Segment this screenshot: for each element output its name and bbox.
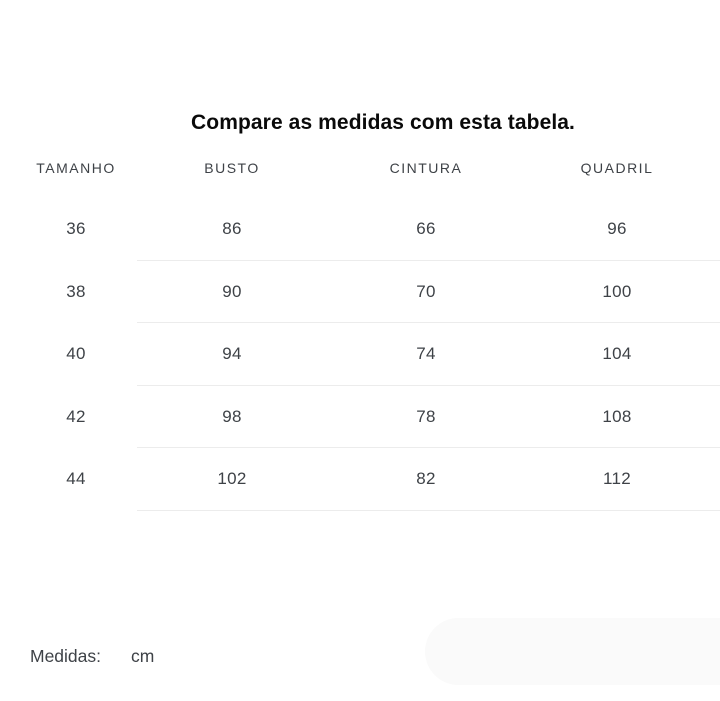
size-table-body: 36 86 66 96 38 90 70 100 40 94 74 104 42… [0,198,720,511]
cell-tamanho: 36 [66,219,86,239]
cell-cintura: 70 [416,281,436,301]
column-header-tamanho: TAMANHO [36,160,116,176]
cell-quadril: 108 [602,406,632,426]
cell-quadril: 104 [602,344,632,364]
cell-busto: 86 [222,219,242,239]
measure-label: Medidas: [30,646,102,666]
cell-cintura: 66 [416,219,436,239]
cell-quadril: 96 [607,219,627,239]
cell-cintura: 82 [416,469,436,489]
size-table-header: TAMANHO BUSTO CINTURA QUADRIL [0,158,720,178]
table-row: 38 90 70 100 [0,261,720,324]
cell-tamanho: 44 [66,469,86,489]
table-row: 36 86 66 96 [0,198,720,261]
column-header-cintura: CINTURA [389,160,463,176]
cell-busto: 102 [217,469,247,489]
cell-tamanho: 38 [66,281,86,301]
cell-busto: 90 [222,281,242,301]
cell-tamanho: 42 [66,406,86,426]
column-header-busto: BUSTO [204,160,260,176]
cell-quadril: 100 [602,281,632,301]
table-row: 42 98 78 108 [0,386,720,449]
bottom-right-pill [425,618,720,685]
page-title: Compare as medidas com esta tabela. [191,111,575,134]
measure-unit-row: Medidas: cm [30,645,154,668]
cell-cintura: 78 [416,406,436,426]
cell-busto: 94 [222,344,242,364]
cell-quadril: 112 [602,469,631,489]
cell-busto: 98 [222,406,242,426]
measure-unit-value: cm [131,646,155,666]
table-row: 40 94 74 104 [0,323,720,386]
cell-cintura: 74 [416,344,436,364]
cell-tamanho: 40 [66,344,86,364]
table-row: 44 102 82 112 [0,448,720,511]
column-header-quadril: QUADRIL [580,160,654,176]
